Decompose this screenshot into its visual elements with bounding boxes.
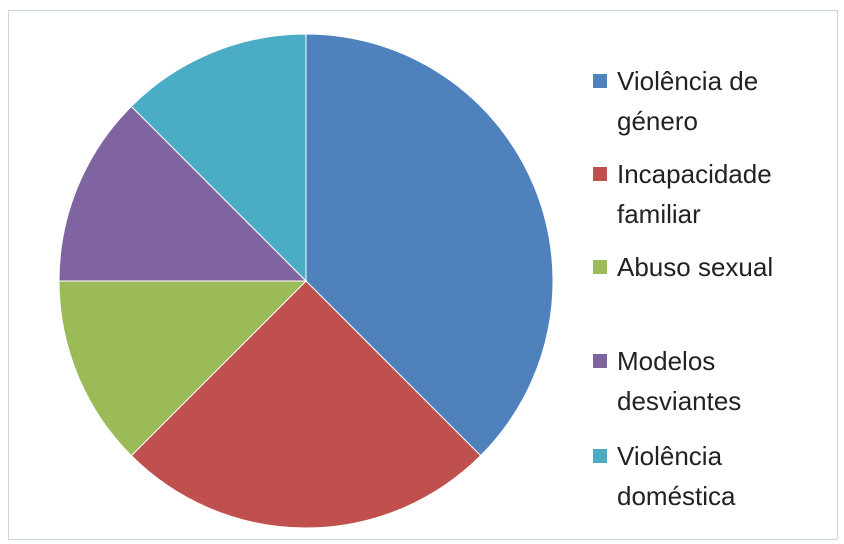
legend-label-violencia-domestica: Violência doméstica — [617, 436, 827, 516]
legend-label-violencia-genero: Violência de género — [617, 61, 827, 141]
legend-swatch-modelos-desviantes — [593, 354, 607, 368]
legend-label-line: Violência de — [617, 66, 759, 96]
legend-swatch-violencia-domestica — [593, 449, 607, 463]
legend-label-line: Incapacidade — [617, 159, 772, 189]
legend-label-line: Violência — [617, 441, 723, 471]
legend-label-line: Modelos — [617, 346, 716, 376]
pie-slice-modelos-desviantes — [58, 105, 308, 282]
legend-label-line: desviantes — [617, 386, 742, 416]
legend-label-line: doméstica — [617, 481, 736, 511]
legend-label-line: género — [617, 106, 698, 136]
pie-chart — [58, 33, 554, 529]
legend-label-line: familiar — [617, 199, 701, 229]
legend-label-incapacidade-familiar: Incapacidade familiar — [617, 154, 827, 234]
legend-label-abuso-sexual: Abuso sexual — [617, 247, 827, 287]
chart-frame: Violência de género Incapacidade familia… — [8, 10, 838, 540]
pie-slice-abuso-sexual — [58, 280, 308, 457]
pie-slice-violencia-de-genero — [305, 33, 554, 457]
legend-swatch-violencia-genero — [593, 74, 607, 88]
pie-slice-violencia-domestica — [130, 33, 307, 283]
pie-slice-incapacidade-familiar — [130, 280, 482, 529]
legend-label-modelos-desviantes: Modelos desviantes — [617, 341, 827, 421]
legend: Violência de género Incapacidade familia… — [593, 11, 833, 541]
legend-label-line: Abuso sexual — [617, 252, 774, 282]
legend-swatch-abuso-sexual — [593, 260, 607, 274]
legend-swatch-incapacidade-familiar — [593, 167, 607, 181]
